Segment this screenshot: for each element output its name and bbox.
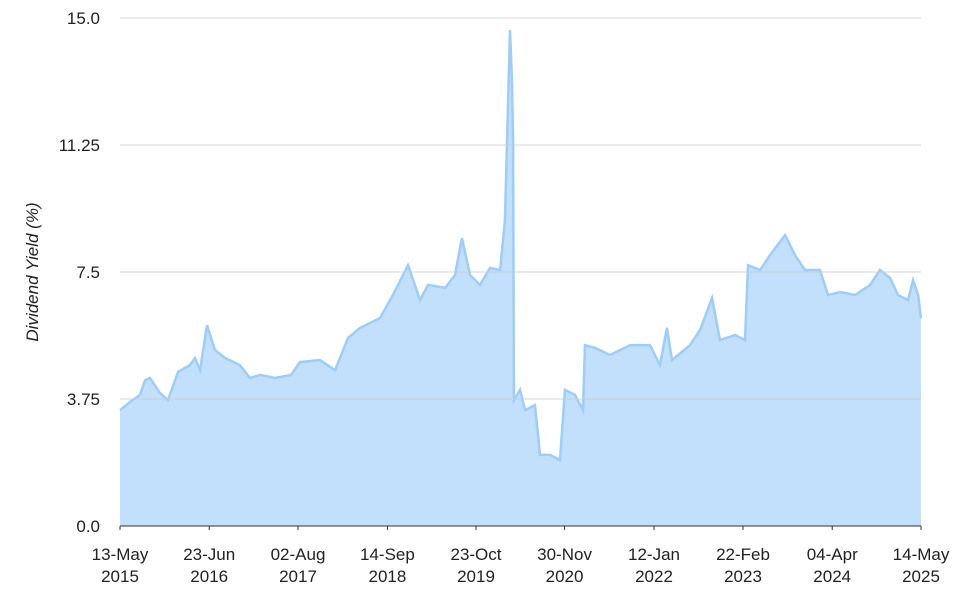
x-tick-label: 02-Aug 2017 — [271, 545, 326, 586]
y-axis-label: Dividend Yield (%) — [23, 202, 42, 341]
x-tick-label-line: 2020 — [546, 567, 584, 586]
x-tick-label-line: 22-Feb — [716, 545, 770, 564]
x-tick-label-line: 2023 — [724, 567, 762, 586]
x-tick-label: 14-May 2025 — [893, 545, 950, 586]
x-tick-label-line: 14-Sep — [360, 545, 415, 564]
area — [120, 30, 921, 527]
y-tick-label: 3.75 — [67, 390, 100, 409]
x-tick-label-line: 2015 — [101, 567, 139, 586]
x-tick-label-line: 02-Aug — [271, 545, 326, 564]
x-tick-label-line: 2022 — [635, 567, 673, 586]
x-tick-label-line: 23-Jun — [183, 545, 235, 564]
x-tick-label: 14-Sep 2018 — [360, 545, 415, 586]
y-tick-label: 15.0 — [67, 9, 100, 28]
x-tick-label-line: 04-Apr — [807, 545, 858, 564]
x-tick-label: 30-Nov 2020 — [537, 545, 592, 586]
x-tick-label-line: 2016 — [190, 567, 228, 586]
x-tick-label-line: 23-Oct — [450, 545, 501, 564]
x-tick-label-line: 2024 — [813, 567, 851, 586]
line — [119, 30, 923, 462]
x-tick-label-line: 2025 — [902, 567, 940, 586]
x-tick-label-line: 2019 — [457, 567, 495, 586]
y-tick-label: 0.0 — [76, 517, 100, 536]
x-tick-label-line: 2018 — [369, 567, 407, 586]
x-tick-label: 22-Feb 2023 — [716, 545, 770, 586]
x-tick-label: 12-Jan 2022 — [628, 545, 680, 586]
x-tick-label: 04-Apr 2024 — [807, 545, 858, 586]
y-tick-label: 11.25 — [59, 136, 100, 155]
x-tick-label: 13-May 2015 — [92, 545, 149, 586]
x-tick-label: 23-Jun 2016 — [183, 545, 235, 586]
x-tick-label-line: 30-Nov — [537, 545, 592, 564]
x-tick-label-line: 2017 — [279, 567, 317, 586]
y-tick-label: 7.5 — [76, 263, 100, 282]
x-tick-label: 23-Oct 2019 — [450, 545, 501, 586]
x-tick-label-line: 13-May — [92, 545, 149, 564]
x-tick-label-line: 14-May — [893, 545, 950, 564]
x-tick-label-line: 12-Jan — [628, 545, 680, 564]
